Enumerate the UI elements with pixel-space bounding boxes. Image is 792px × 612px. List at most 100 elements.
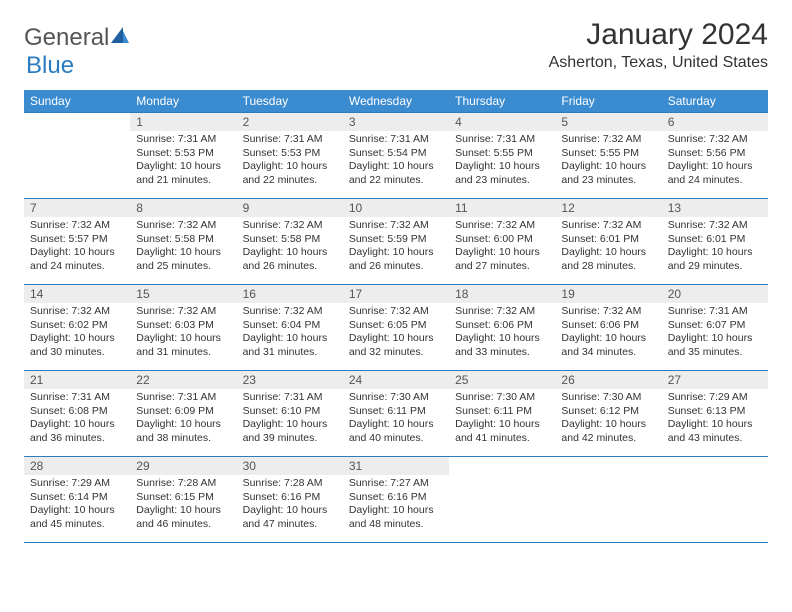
day-number: 12: [555, 199, 661, 217]
daylight-text: Daylight: 10 hours and 26 minutes.: [243, 246, 337, 273]
sunrise-text: Sunrise: 7:31 AM: [30, 391, 124, 405]
daylight-text: Daylight: 10 hours and 42 minutes.: [561, 418, 655, 445]
sunrise-text: Sunrise: 7:30 AM: [561, 391, 655, 405]
sunset-text: Sunset: 6:15 PM: [136, 491, 230, 505]
sunset-text: Sunset: 6:03 PM: [136, 319, 230, 333]
logo-sail-icon: [109, 25, 131, 52]
day-details: Sunrise: 7:31 AMSunset: 5:55 PMDaylight:…: [449, 131, 555, 192]
calendar-cell: 18Sunrise: 7:32 AMSunset: 6:06 PMDayligh…: [449, 285, 555, 371]
day-details: Sunrise: 7:31 AMSunset: 6:09 PMDaylight:…: [130, 389, 236, 450]
dayhead-tue: Tuesday: [237, 90, 343, 113]
day-details: Sunrise: 7:32 AMSunset: 6:02 PMDaylight:…: [24, 303, 130, 364]
sunset-text: Sunset: 6:11 PM: [455, 405, 549, 419]
day-number: 2: [237, 113, 343, 131]
day-details: Sunrise: 7:31 AMSunset: 6:08 PMDaylight:…: [24, 389, 130, 450]
sunset-text: Sunset: 6:16 PM: [349, 491, 443, 505]
calendar-cell: 11Sunrise: 7:32 AMSunset: 6:00 PMDayligh…: [449, 199, 555, 285]
sunset-text: Sunset: 6:01 PM: [561, 233, 655, 247]
dayhead-wed: Wednesday: [343, 90, 449, 113]
sunset-text: Sunset: 6:13 PM: [668, 405, 762, 419]
day-number: 5: [555, 113, 661, 131]
calendar-row: 7Sunrise: 7:32 AMSunset: 5:57 PMDaylight…: [24, 199, 768, 285]
daylight-text: Daylight: 10 hours and 21 minutes.: [136, 160, 230, 187]
day-details: Sunrise: 7:27 AMSunset: 6:16 PMDaylight:…: [343, 475, 449, 536]
calendar-table: Sunday Monday Tuesday Wednesday Thursday…: [24, 90, 768, 543]
day-details: Sunrise: 7:32 AMSunset: 5:55 PMDaylight:…: [555, 131, 661, 192]
day-number: 28: [24, 457, 130, 475]
sunrise-text: Sunrise: 7:32 AM: [243, 219, 337, 233]
day-details: Sunrise: 7:32 AMSunset: 5:58 PMDaylight:…: [130, 217, 236, 278]
day-details: Sunrise: 7:32 AMSunset: 5:59 PMDaylight:…: [343, 217, 449, 278]
daylight-text: Daylight: 10 hours and 24 minutes.: [668, 160, 762, 187]
daylight-text: Daylight: 10 hours and 26 minutes.: [349, 246, 443, 273]
day-number: 29: [130, 457, 236, 475]
day-number: 31: [343, 457, 449, 475]
calendar-cell: 13Sunrise: 7:32 AMSunset: 6:01 PMDayligh…: [662, 199, 768, 285]
day-number: 30: [237, 457, 343, 475]
sunrise-text: Sunrise: 7:32 AM: [668, 219, 762, 233]
day-number: 25: [449, 371, 555, 389]
calendar-cell: 7Sunrise: 7:32 AMSunset: 5:57 PMDaylight…: [24, 199, 130, 285]
daylight-text: Daylight: 10 hours and 22 minutes.: [349, 160, 443, 187]
calendar-cell: 31Sunrise: 7:27 AMSunset: 6:16 PMDayligh…: [343, 457, 449, 543]
sunset-text: Sunset: 6:09 PM: [136, 405, 230, 419]
sunset-text: Sunset: 6:11 PM: [349, 405, 443, 419]
sunrise-text: Sunrise: 7:32 AM: [30, 305, 124, 319]
day-number: 23: [237, 371, 343, 389]
sunrise-text: Sunrise: 7:32 AM: [561, 133, 655, 147]
sunrise-text: Sunrise: 7:31 AM: [243, 391, 337, 405]
sunrise-text: Sunrise: 7:27 AM: [349, 477, 443, 491]
calendar-cell: 19Sunrise: 7:32 AMSunset: 6:06 PMDayligh…: [555, 285, 661, 371]
sunrise-text: Sunrise: 7:31 AM: [243, 133, 337, 147]
daylight-text: Daylight: 10 hours and 33 minutes.: [455, 332, 549, 359]
day-number: 6: [662, 113, 768, 131]
sunrise-text: Sunrise: 7:29 AM: [668, 391, 762, 405]
title-block: January 2024 Asherton, Texas, United Sta…: [549, 18, 768, 72]
dayhead-thu: Thursday: [449, 90, 555, 113]
calendar-cell: 30Sunrise: 7:28 AMSunset: 6:16 PMDayligh…: [237, 457, 343, 543]
day-number: 19: [555, 285, 661, 303]
sunset-text: Sunset: 6:12 PM: [561, 405, 655, 419]
daylight-text: Daylight: 10 hours and 24 minutes.: [30, 246, 124, 273]
day-details: Sunrise: 7:32 AMSunset: 6:04 PMDaylight:…: [237, 303, 343, 364]
calendar-cell: 20Sunrise: 7:31 AMSunset: 6:07 PMDayligh…: [662, 285, 768, 371]
sunset-text: Sunset: 5:59 PM: [349, 233, 443, 247]
sunset-text: Sunset: 6:00 PM: [455, 233, 549, 247]
daylight-text: Daylight: 10 hours and 28 minutes.: [561, 246, 655, 273]
day-details: Sunrise: 7:32 AMSunset: 6:06 PMDaylight:…: [555, 303, 661, 364]
day-number: 9: [237, 199, 343, 217]
calendar-cell: 24Sunrise: 7:30 AMSunset: 6:11 PMDayligh…: [343, 371, 449, 457]
day-details: Sunrise: 7:31 AMSunset: 5:53 PMDaylight:…: [237, 131, 343, 192]
sunset-text: Sunset: 5:58 PM: [243, 233, 337, 247]
sunset-text: Sunset: 5:53 PM: [243, 147, 337, 161]
sunrise-text: Sunrise: 7:31 AM: [136, 391, 230, 405]
sunrise-text: Sunrise: 7:31 AM: [455, 133, 549, 147]
calendar-cell: 6Sunrise: 7:32 AMSunset: 5:56 PMDaylight…: [662, 113, 768, 199]
month-title: January 2024: [549, 18, 768, 52]
sunrise-text: Sunrise: 7:30 AM: [349, 391, 443, 405]
calendar-cell: [662, 457, 768, 543]
sunset-text: Sunset: 5:58 PM: [136, 233, 230, 247]
day-details: Sunrise: 7:32 AMSunset: 5:56 PMDaylight:…: [662, 131, 768, 192]
day-number: 21: [24, 371, 130, 389]
day-number: 20: [662, 285, 768, 303]
day-details: Sunrise: 7:32 AMSunset: 6:05 PMDaylight:…: [343, 303, 449, 364]
daylight-text: Daylight: 10 hours and 31 minutes.: [136, 332, 230, 359]
daylight-text: Daylight: 10 hours and 22 minutes.: [243, 160, 337, 187]
calendar-cell: 17Sunrise: 7:32 AMSunset: 6:05 PMDayligh…: [343, 285, 449, 371]
sunrise-text: Sunrise: 7:32 AM: [243, 305, 337, 319]
calendar-cell: 23Sunrise: 7:31 AMSunset: 6:10 PMDayligh…: [237, 371, 343, 457]
day-details: Sunrise: 7:32 AMSunset: 6:01 PMDaylight:…: [662, 217, 768, 278]
calendar-cell: [449, 457, 555, 543]
day-details: Sunrise: 7:30 AMSunset: 6:12 PMDaylight:…: [555, 389, 661, 450]
calendar-cell: [555, 457, 661, 543]
day-number: 4: [449, 113, 555, 131]
sunset-text: Sunset: 5:56 PM: [668, 147, 762, 161]
daylight-text: Daylight: 10 hours and 30 minutes.: [30, 332, 124, 359]
sunrise-text: Sunrise: 7:31 AM: [136, 133, 230, 147]
daylight-text: Daylight: 10 hours and 36 minutes.: [30, 418, 124, 445]
dayhead-sun: Sunday: [24, 90, 130, 113]
calendar-cell: 5Sunrise: 7:32 AMSunset: 5:55 PMDaylight…: [555, 113, 661, 199]
calendar-cell: 8Sunrise: 7:32 AMSunset: 5:58 PMDaylight…: [130, 199, 236, 285]
day-details: Sunrise: 7:32 AMSunset: 6:01 PMDaylight:…: [555, 217, 661, 278]
